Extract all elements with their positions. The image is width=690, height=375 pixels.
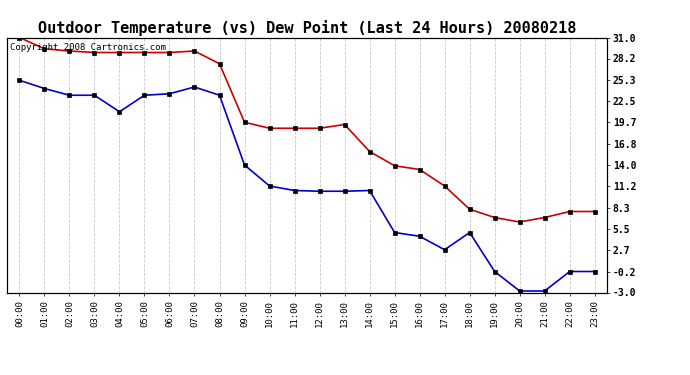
Title: Outdoor Temperature (vs) Dew Point (Last 24 Hours) 20080218: Outdoor Temperature (vs) Dew Point (Last… [38, 20, 576, 36]
Text: Copyright 2008 Cartronics.com: Copyright 2008 Cartronics.com [10, 43, 166, 52]
